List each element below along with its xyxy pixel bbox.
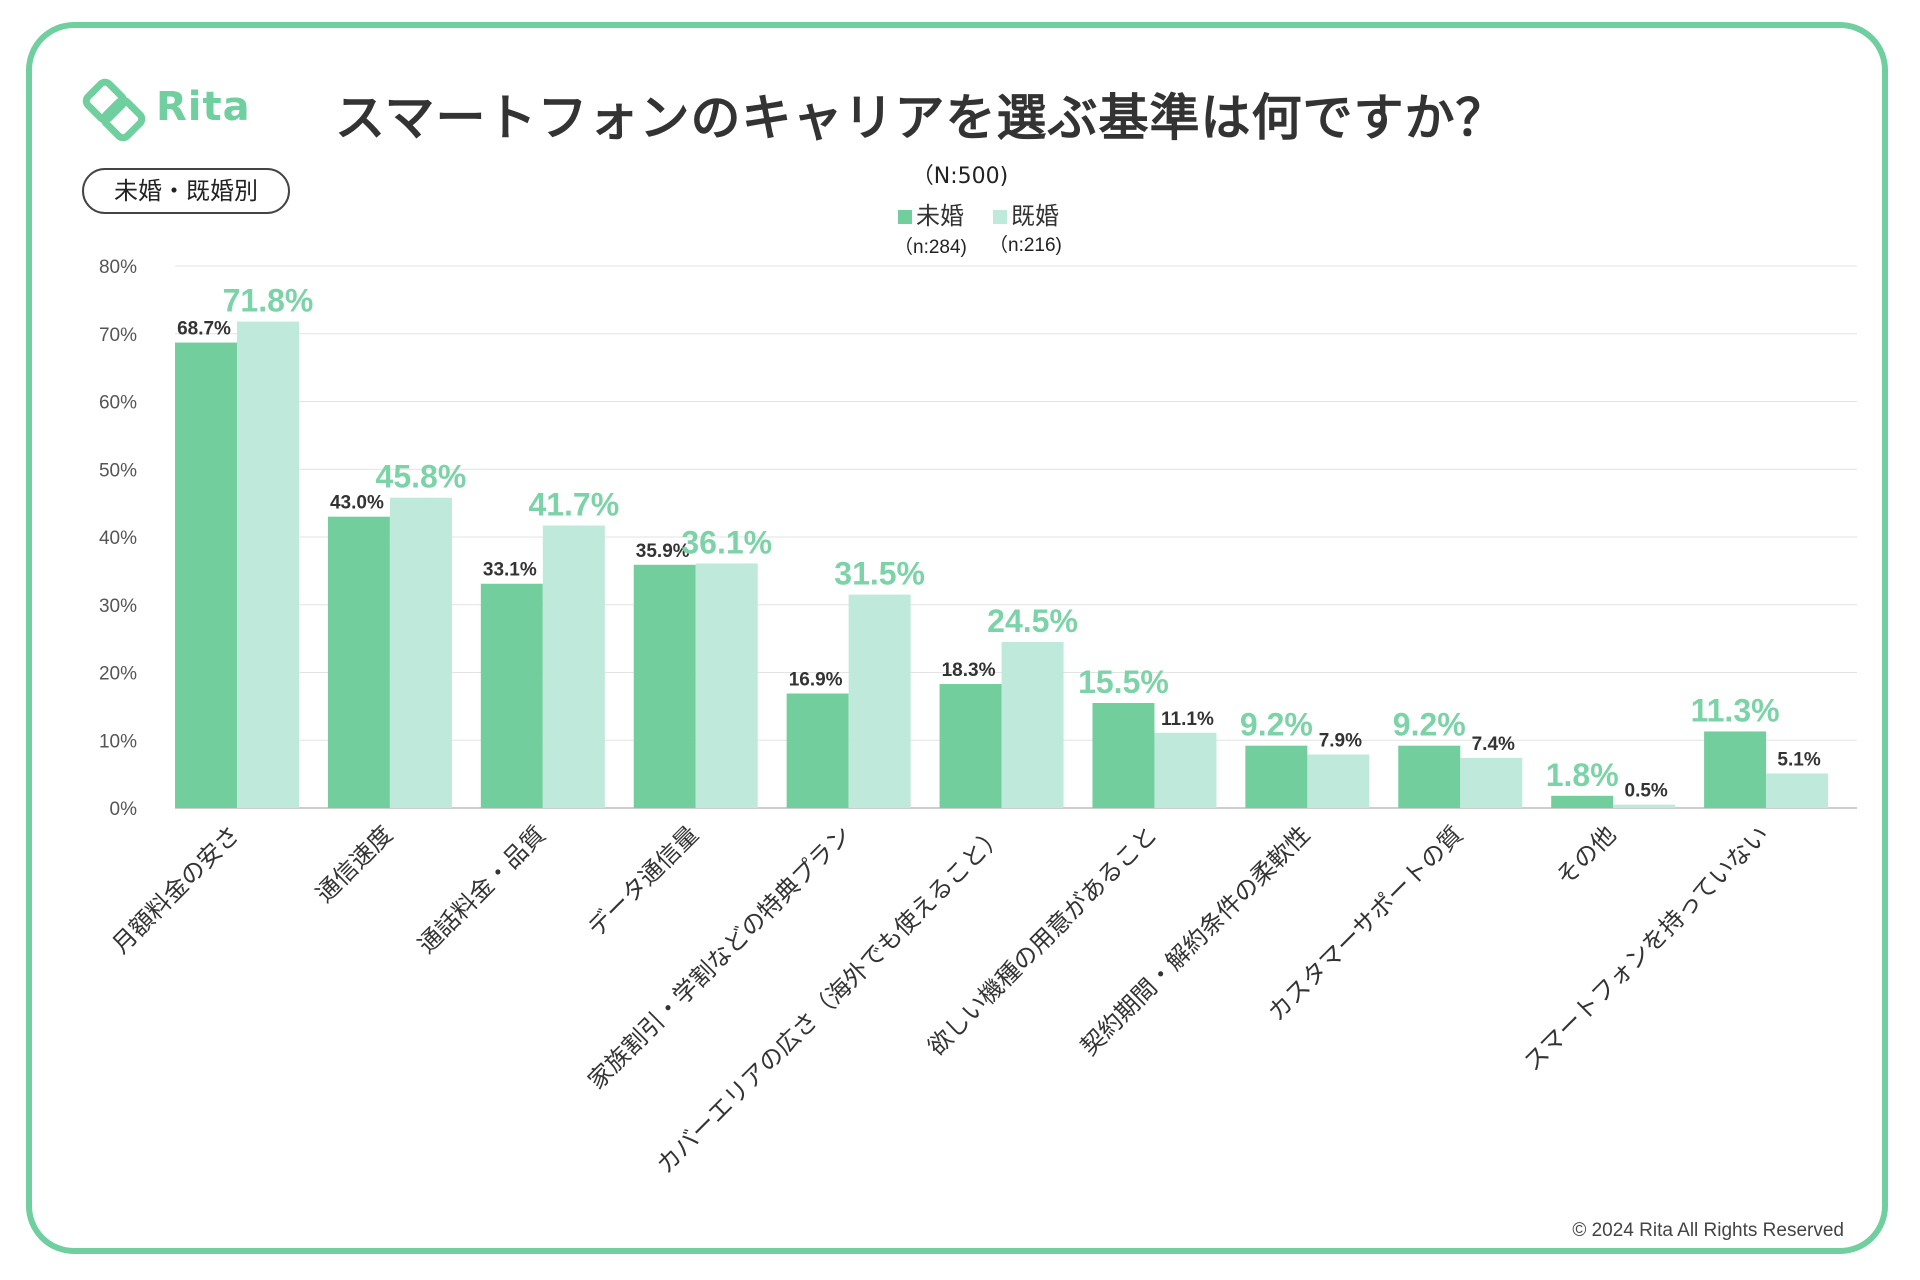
bar-unmarried	[1551, 795, 1614, 808]
category-label: 通信速度	[310, 820, 398, 908]
bar-unmarried	[1092, 702, 1155, 808]
category-label: データ通信量	[582, 820, 704, 942]
bar-married	[1001, 642, 1064, 808]
bar-unmarried	[1398, 745, 1461, 808]
bars	[175, 321, 1829, 808]
bar-married	[1460, 757, 1523, 808]
copyright: © 2024 Rita All Rights Reserved	[1572, 1220, 1844, 1241]
brand-name: Rita	[156, 84, 251, 130]
legend-label-married: 既婚	[1011, 202, 1059, 230]
bar-unmarried	[633, 564, 696, 808]
data-label-married: 7.9%	[1319, 730, 1362, 751]
bar-married	[848, 594, 911, 808]
bar-married	[695, 563, 758, 808]
page-title: スマートフォンのキャリアを選ぶ基準は何ですか？	[335, 89, 1507, 147]
bar-married	[1154, 732, 1217, 808]
data-label-unmarried: 9.2%	[1240, 707, 1313, 743]
data-label-married: 7.4%	[1472, 734, 1515, 755]
data-label-unmarried: 68.7%	[177, 319, 231, 340]
data-labels: 68.7%71.8% 43.0%45.8% 33.1% 41.7% 35.9%36.1%…	[177, 283, 1821, 802]
bar-married	[389, 497, 452, 808]
y-tick-label: 30%	[99, 596, 137, 617]
category-label: 月額料金の安さ	[107, 820, 246, 959]
category-label: カバーエリアの広さ（海外でも使えること）	[651, 820, 1010, 1179]
category-labels: 月額料金の安さ 通信速度 通話料金・品質 データ通信量家族割引・学割などの特典プランカ…	[107, 820, 1775, 1179]
bar-married	[1766, 773, 1829, 808]
y-tick-label: 0%	[110, 799, 138, 820]
y-tick-label: 40%	[99, 528, 137, 549]
data-label-unmarried: 35.9%	[636, 541, 690, 562]
data-label-unmarried: 16.9%	[789, 670, 843, 691]
bar-unmarried	[786, 693, 849, 808]
legend-swatch-unmarried	[898, 210, 912, 224]
category-label: 通話料金・品質	[412, 820, 551, 959]
bar-married	[1307, 754, 1370, 808]
y-tick-label: 70%	[99, 325, 137, 346]
bar-unmarried	[1245, 745, 1308, 808]
data-label-unmarried: 33.1%	[483, 560, 537, 581]
data-label-unmarried: 18.3%	[942, 660, 996, 681]
data-label-married: 71.8%	[223, 283, 314, 319]
bar-unmarried	[939, 684, 1002, 808]
data-label-married: 36.1%	[681, 524, 772, 560]
y-axis-ticks: 0% 10% 20% 30% 40% 50% 60% 70% 80%	[99, 257, 137, 820]
bar-unmarried	[480, 583, 543, 808]
bar-unmarried	[1704, 731, 1767, 808]
bar-unmarried	[175, 342, 237, 808]
bar-married	[1613, 804, 1676, 808]
data-label-unmarried: 43.0%	[330, 493, 384, 514]
data-label-married: 31.5%	[834, 556, 925, 592]
legend: 未婚 （n:284) 既婚 （n:216)	[894, 202, 1062, 258]
y-tick-label: 60%	[99, 393, 137, 414]
legend-swatch-married	[993, 210, 1007, 224]
sample-size: （N:500)	[911, 164, 1009, 189]
y-tick-label: 50%	[99, 460, 137, 481]
rita-logo-icon	[82, 78, 146, 142]
category-label: その他	[1551, 820, 1622, 891]
bar-married	[542, 525, 605, 808]
bar-unmarried	[327, 516, 390, 808]
data-label-married: 45.8%	[376, 459, 467, 495]
data-label-married: 41.7%	[528, 486, 619, 522]
data-label-married: 24.5%	[987, 603, 1078, 639]
legend-n-married: （n:216)	[989, 234, 1062, 256]
data-label-married: 11.1%	[1161, 709, 1214, 730]
y-tick-label: 80%	[99, 257, 137, 278]
data-label-unmarried: 15.5%	[1078, 664, 1169, 700]
data-label-unmarried: 9.2%	[1393, 707, 1466, 743]
data-label-unmarried: 11.3%	[1691, 692, 1780, 728]
category-label: スマートフォンを持っていない	[1518, 820, 1774, 1076]
segment-badge: 未婚・既婚別	[82, 168, 290, 214]
legend-n-unmarried: （n:284)	[894, 236, 967, 258]
legend-label-unmarried: 未婚	[916, 202, 964, 230]
y-tick-label: 10%	[99, 731, 137, 752]
data-label-married: 5.1%	[1777, 749, 1820, 770]
bar-married	[237, 321, 299, 808]
data-label-married: 0.5%	[1625, 781, 1668, 802]
data-label-unmarried: 1.8%	[1546, 757, 1619, 793]
card-frame	[26, 22, 1888, 1254]
category-label: 家族割引・学割などの特典プラン	[583, 820, 857, 1094]
y-tick-label: 20%	[99, 664, 137, 685]
